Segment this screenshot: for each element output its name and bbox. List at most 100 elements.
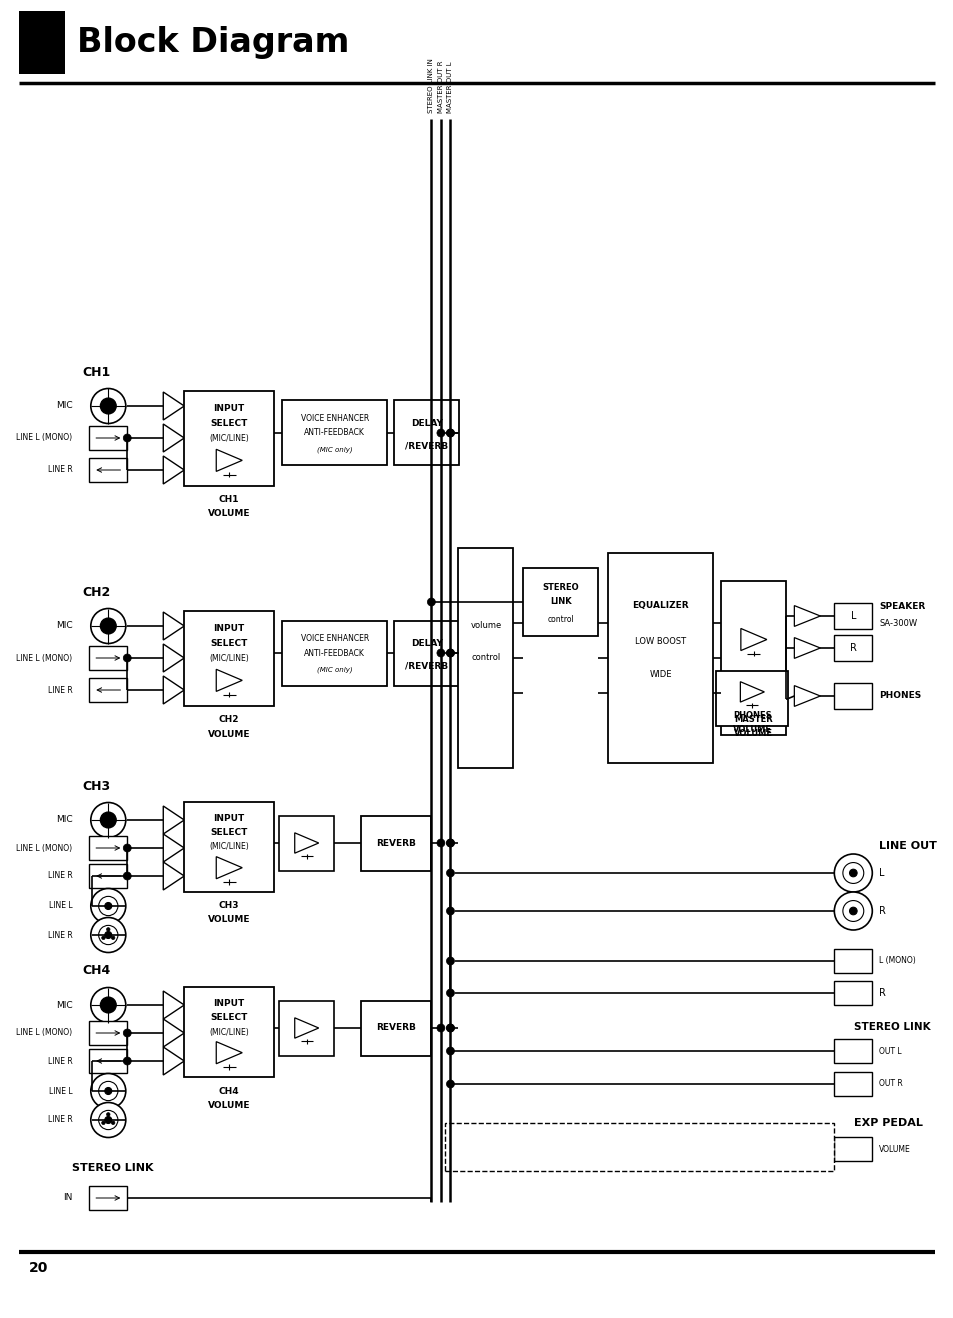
Circle shape bbox=[102, 936, 105, 940]
Text: LINE R: LINE R bbox=[48, 1057, 72, 1065]
Bar bbox=[834, 635, 871, 662]
Text: SELECT: SELECT bbox=[211, 828, 248, 837]
Bar bbox=[184, 612, 274, 706]
Bar bbox=[90, 1186, 127, 1210]
Polygon shape bbox=[294, 1017, 318, 1039]
Text: LINE L (MONO): LINE L (MONO) bbox=[16, 1028, 72, 1037]
Text: EXP PEDAL: EXP PEDAL bbox=[854, 1118, 923, 1128]
Bar bbox=[523, 568, 598, 637]
Text: VOICE ENHANCER: VOICE ENHANCER bbox=[300, 634, 369, 643]
Polygon shape bbox=[163, 676, 184, 704]
Text: INPUT: INPUT bbox=[213, 999, 245, 1008]
Circle shape bbox=[446, 907, 454, 915]
Circle shape bbox=[446, 988, 454, 996]
Bar bbox=[716, 671, 787, 726]
Text: PHONES: PHONES bbox=[879, 692, 921, 700]
Text: MIC: MIC bbox=[55, 402, 72, 410]
Polygon shape bbox=[216, 857, 242, 879]
Circle shape bbox=[834, 854, 871, 892]
Circle shape bbox=[446, 428, 454, 438]
Polygon shape bbox=[794, 685, 820, 706]
Text: MIC: MIC bbox=[55, 816, 72, 825]
Circle shape bbox=[123, 1029, 132, 1037]
Text: WIDE: WIDE bbox=[649, 671, 672, 679]
Text: CH1: CH1 bbox=[219, 496, 239, 505]
Circle shape bbox=[91, 1102, 126, 1137]
Text: STEREO LINK: STEREO LINK bbox=[72, 1162, 153, 1173]
Polygon shape bbox=[163, 1046, 184, 1075]
Text: CH3: CH3 bbox=[219, 902, 239, 911]
Text: LINK: LINK bbox=[550, 597, 571, 606]
Text: /REVERB: /REVERB bbox=[405, 662, 448, 671]
Text: VOLUME: VOLUME bbox=[734, 729, 773, 738]
Circle shape bbox=[427, 598, 435, 606]
Circle shape bbox=[112, 1122, 114, 1124]
Text: OUT R: OUT R bbox=[879, 1079, 902, 1089]
Polygon shape bbox=[163, 834, 184, 862]
Polygon shape bbox=[163, 612, 184, 641]
Circle shape bbox=[102, 1122, 105, 1124]
Bar bbox=[279, 816, 334, 870]
Circle shape bbox=[842, 862, 862, 883]
Text: VOLUME: VOLUME bbox=[732, 725, 771, 734]
Circle shape bbox=[123, 654, 132, 662]
Text: CH1: CH1 bbox=[82, 366, 111, 380]
Circle shape bbox=[112, 936, 114, 940]
Text: VOICE ENHANCER: VOICE ENHANCER bbox=[300, 414, 369, 423]
Text: L: L bbox=[850, 612, 855, 621]
Circle shape bbox=[123, 844, 132, 851]
Circle shape bbox=[446, 1024, 454, 1032]
Text: SPEAKER: SPEAKER bbox=[879, 601, 924, 610]
Bar bbox=[360, 1000, 431, 1056]
Circle shape bbox=[123, 1057, 132, 1065]
Text: MIC: MIC bbox=[55, 622, 72, 630]
Bar bbox=[90, 457, 127, 482]
Circle shape bbox=[446, 1024, 454, 1032]
Circle shape bbox=[98, 896, 118, 916]
Text: LINE L (MONO): LINE L (MONO) bbox=[16, 654, 72, 663]
Text: volume: volume bbox=[470, 621, 501, 630]
Text: INPUT: INPUT bbox=[213, 403, 245, 413]
Text: REVERB: REVERB bbox=[375, 838, 416, 847]
Text: (MIC/LINE): (MIC/LINE) bbox=[209, 842, 249, 851]
Text: LINE R: LINE R bbox=[48, 465, 72, 474]
Text: VOLUME: VOLUME bbox=[208, 916, 251, 924]
Text: SA-300W: SA-300W bbox=[879, 619, 917, 629]
Text: OUT L: OUT L bbox=[879, 1046, 901, 1056]
Bar bbox=[720, 581, 785, 735]
Text: PHONES: PHONES bbox=[732, 712, 771, 721]
Text: L: L bbox=[879, 869, 883, 878]
Text: EQUALIZER: EQUALIZER bbox=[632, 601, 688, 610]
Text: MASTER OUT L: MASTER OUT L bbox=[447, 62, 453, 113]
Text: L (MONO): L (MONO) bbox=[879, 957, 915, 966]
Circle shape bbox=[100, 398, 116, 414]
Circle shape bbox=[446, 1079, 454, 1087]
Text: LINE OUT: LINE OUT bbox=[879, 841, 936, 851]
Text: SELECT: SELECT bbox=[211, 419, 248, 428]
Text: CH4: CH4 bbox=[82, 965, 111, 978]
Bar bbox=[834, 981, 871, 1006]
Text: LINE L (MONO): LINE L (MONO) bbox=[16, 434, 72, 443]
Circle shape bbox=[100, 812, 116, 828]
Circle shape bbox=[91, 389, 126, 423]
Polygon shape bbox=[163, 1019, 184, 1046]
Text: SELECT: SELECT bbox=[211, 639, 248, 648]
Text: DELAY: DELAY bbox=[411, 419, 442, 428]
Bar bbox=[90, 865, 127, 888]
Text: STEREO: STEREO bbox=[542, 583, 578, 592]
Text: DELAY: DELAY bbox=[411, 639, 442, 647]
Bar bbox=[184, 987, 274, 1077]
Circle shape bbox=[446, 840, 454, 847]
Polygon shape bbox=[216, 1041, 242, 1064]
Circle shape bbox=[446, 428, 454, 438]
Bar bbox=[90, 836, 127, 861]
Bar bbox=[90, 677, 127, 702]
Circle shape bbox=[100, 618, 116, 634]
Bar bbox=[834, 1039, 871, 1064]
Polygon shape bbox=[163, 391, 184, 420]
Text: MASTER OUT R: MASTER OUT R bbox=[437, 61, 443, 113]
Bar bbox=[282, 621, 387, 685]
Text: VOLUME: VOLUME bbox=[208, 510, 251, 518]
Text: (MIC/LINE): (MIC/LINE) bbox=[209, 1028, 249, 1036]
Circle shape bbox=[446, 1046, 454, 1054]
